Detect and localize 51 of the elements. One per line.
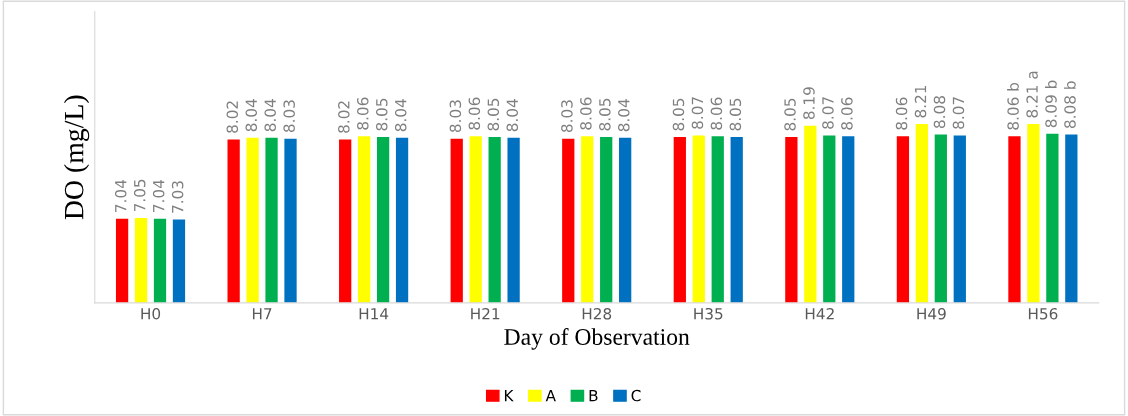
legend-label: B: [589, 390, 598, 402]
x-tick-label: H35: [694, 307, 723, 320]
data-label: 8.06: [580, 97, 592, 130]
data-label: 8.05: [729, 98, 742, 131]
data-label: 8.21 a: [1026, 71, 1038, 118]
x-tick-label: H14: [359, 308, 389, 320]
x-tick-label: H28: [582, 307, 612, 320]
data-label: 8.04: [264, 99, 276, 132]
data-label: 8.03: [449, 100, 462, 133]
data-label: 8.05: [672, 98, 685, 131]
data-label: 8.04: [506, 99, 519, 132]
data-label: 7.05: [133, 179, 146, 212]
x-tick-label: H0: [141, 307, 161, 320]
data-label: 8.21: [914, 85, 927, 118]
y-axis-title: DO (mg/L): [63, 95, 90, 220]
legend-label: C: [631, 389, 641, 402]
legend-label: K: [504, 390, 514, 402]
data-label: 8.06: [468, 97, 481, 130]
data-label: 8.06: [357, 97, 369, 130]
data-label: 8.05: [375, 98, 388, 131]
data-label: 8.06: [710, 97, 723, 130]
data-label: 8.03: [283, 100, 295, 133]
x-tick-label: H7: [252, 308, 272, 320]
data-label: 8.04: [618, 99, 630, 132]
data-label: 8.05: [599, 98, 611, 131]
data-label: 8.09 b: [1044, 80, 1057, 128]
x-axis-title: Day of Observation: [504, 328, 690, 350]
data-label: 8.19: [803, 87, 815, 120]
x-tick-label: H21: [471, 307, 500, 320]
data-label: 8.02: [226, 101, 239, 133]
data-label: 7.04: [114, 180, 127, 212]
data-label: 7.03: [171, 181, 184, 213]
x-tick-label: H56: [1028, 307, 1058, 320]
data-label: 8.07: [691, 97, 704, 129]
data-label: 8.06: [841, 97, 853, 130]
data-label: 8.07: [952, 97, 965, 129]
data-label: 8.03: [561, 100, 573, 133]
data-label: 8.05: [487, 98, 500, 131]
data-label: 8.04: [245, 99, 258, 132]
x-tick-label: H42: [805, 307, 834, 320]
data-label: 8.07: [822, 97, 834, 129]
x-tick-label: H49: [917, 307, 946, 320]
legend-label: A: [545, 390, 556, 402]
data-label: 8.02: [338, 101, 350, 133]
data-label: 8.06: [895, 97, 908, 130]
data-label: 8.04: [394, 99, 407, 132]
data-label: 8.06 b: [1007, 82, 1019, 130]
data-label: 8.05: [784, 98, 796, 131]
data-label: 7.04: [152, 180, 165, 212]
data-label: 8.08: [933, 96, 946, 129]
data-label: 8.08 b: [1063, 81, 1076, 129]
